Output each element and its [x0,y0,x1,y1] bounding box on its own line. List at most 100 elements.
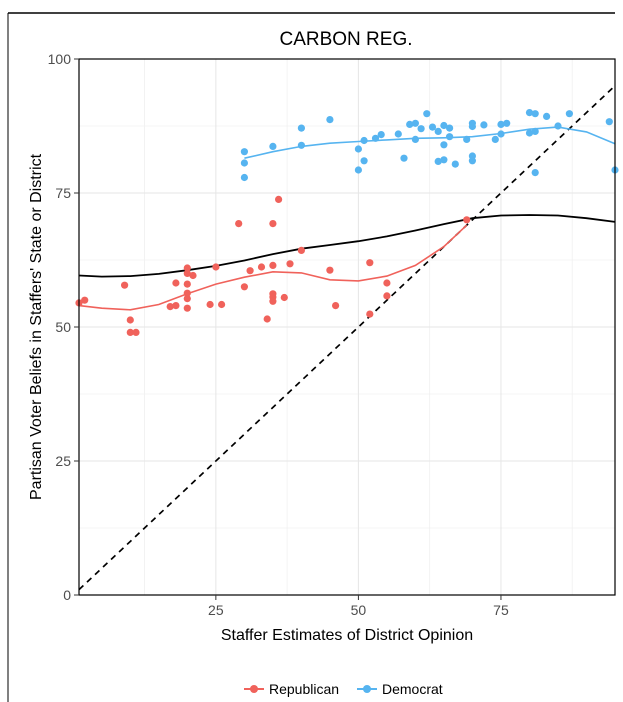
chart-title: CARBON REG. [279,29,412,50]
point-republican [183,304,191,312]
point-republican [172,302,180,310]
y-tick-label: 75 [55,185,71,201]
point-republican [366,259,374,267]
smooth-lines [78,126,616,311]
y-tick-label: 50 [55,319,71,335]
point-democrat [354,145,362,153]
point-republican [126,316,134,324]
x-axis-label: Staffer Estimates of District Opinion [221,627,473,644]
point-republican [280,293,288,302]
point-democrat [360,157,368,165]
point-democrat [423,110,431,118]
point-democrat [463,135,471,143]
point-republican [269,261,277,269]
x-tick-label: 75 [493,602,509,618]
point-democrat [428,123,437,131]
point-democrat [503,119,511,127]
point-democrat [565,110,574,118]
point-republican [235,220,243,228]
point-republican [183,295,191,303]
point-democrat [446,124,454,132]
point-democrat [525,109,534,117]
point-democrat [240,148,248,156]
point-democrat [326,116,334,124]
point-republican [366,310,374,318]
point-republican [263,315,271,323]
legend-key-republican-point [250,685,258,693]
point-democrat [297,124,305,132]
point-republican [269,297,277,305]
point-republican [121,281,129,289]
point-democrat [446,133,454,141]
point-democrat [240,159,248,167]
point-republican [218,300,226,309]
point-democrat [497,120,505,128]
legend-label-democrat: Democrat [382,681,443,697]
point-republican [132,328,140,336]
point-democrat [491,135,499,143]
smooth-line-republican [78,224,468,311]
point-democrat [360,136,368,145]
point-democrat [531,127,539,135]
point-democrat [411,119,419,127]
x-tick-label: 50 [351,602,367,618]
point-democrat [400,154,408,162]
point-democrat [605,118,613,126]
y-tick-label: 25 [55,453,71,469]
point-democrat [417,125,425,133]
y-ticks: 0 25 50 75 100 [48,51,79,603]
point-republican [332,302,340,310]
smooth-line-democrat [244,126,616,159]
point-republican [326,266,334,274]
point-democrat [543,112,551,120]
point-democrat [468,122,476,131]
point-republican [212,263,220,271]
point-democrat [531,169,539,177]
point-democrat [451,160,459,168]
point-republican [275,195,283,203]
point-democrat [371,134,380,142]
point-democrat [440,156,448,164]
point-democrat [240,173,248,182]
point-democrat [497,130,505,138]
point-democrat [406,120,414,128]
point-republican [81,296,89,304]
point-republican [183,264,191,272]
y-tick-label: 100 [48,51,72,67]
point-republican [166,303,174,311]
point-republican [269,220,277,228]
legend-label-republican: Republican [269,681,339,697]
point-republican [383,292,391,300]
point-republican [257,263,266,271]
point-republican [297,246,305,254]
point-republican [246,267,254,275]
legend-key-democrat-point [363,685,371,693]
point-democrat [411,135,419,143]
point-republican [189,271,197,280]
point-democrat [440,141,448,149]
point-republican [383,279,391,287]
point-republican [206,300,214,309]
point-republican [172,279,180,287]
point-democrat [531,110,539,118]
x-tick-label: 25 [208,602,224,618]
reference-line [78,85,616,591]
point-republican [240,283,248,291]
point-democrat [394,130,402,138]
point-democrat [440,121,448,130]
point-republican [286,260,294,268]
point-republican [183,269,191,277]
point-democrat [269,142,277,150]
point-democrat [480,121,488,129]
point-democrat [434,127,442,135]
point-republican [183,289,191,297]
x-ticks: 25 50 75 [208,595,509,618]
point-democrat [354,166,362,174]
point-democrat [525,129,534,137]
point-republican [183,280,191,288]
y-tick-label: 0 [63,587,71,603]
point-republican [126,328,134,336]
point-republican [463,216,471,224]
legend: Republican Democrat [244,681,443,697]
